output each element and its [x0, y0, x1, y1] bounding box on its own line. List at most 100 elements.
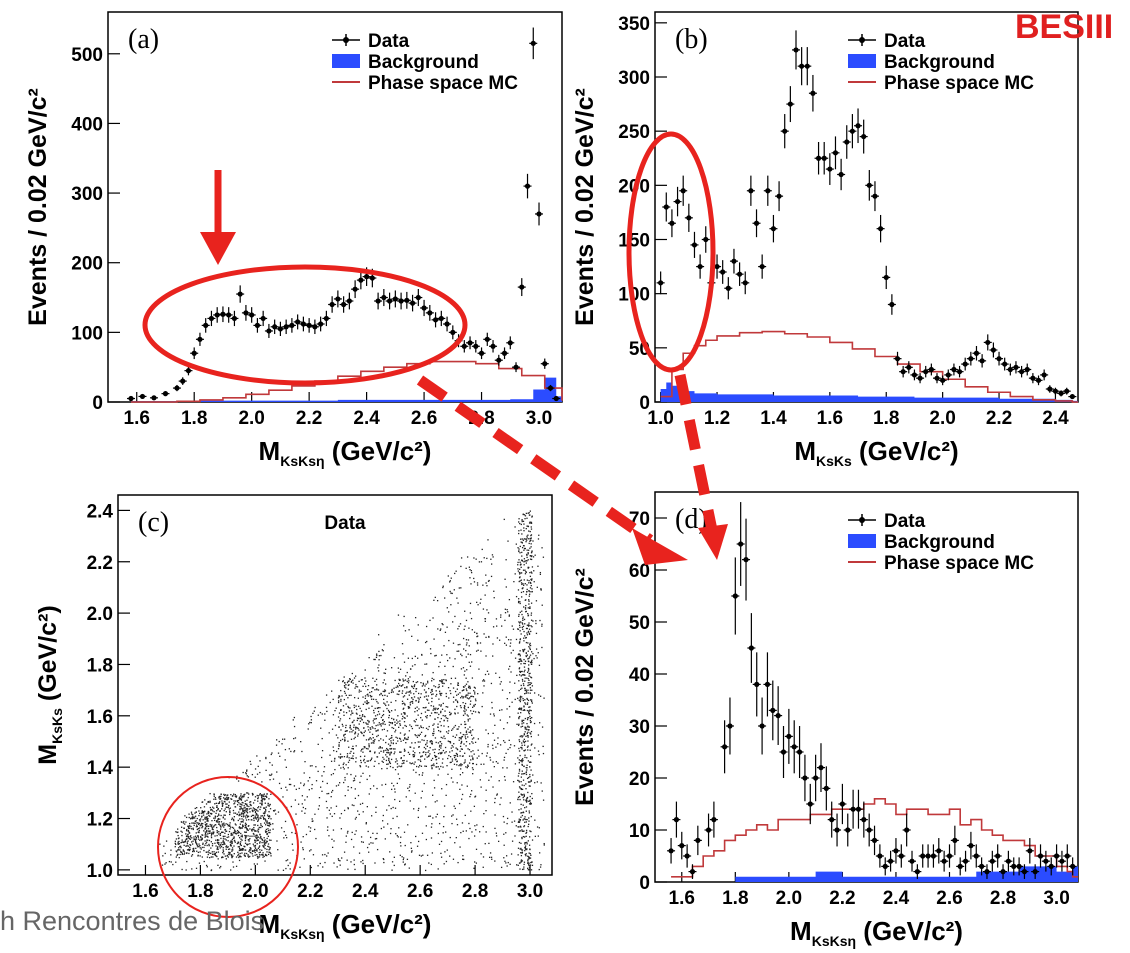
scatter-point — [385, 668, 387, 670]
data-point — [889, 301, 895, 308]
scatter-point — [184, 852, 186, 854]
scatter-point — [222, 841, 224, 843]
scatter-point — [482, 856, 485, 858]
scatter-point — [440, 710, 442, 713]
scatter-point — [285, 834, 287, 836]
scatter-point — [326, 793, 328, 795]
scatter-point — [486, 585, 488, 587]
scatter-point — [267, 845, 269, 847]
scatter-point — [172, 863, 174, 866]
scatter-point — [409, 800, 411, 802]
scatter-point — [438, 665, 440, 668]
scatter-point — [506, 722, 509, 724]
scatter-point — [522, 835, 525, 838]
scatter-point — [205, 841, 208, 843]
scatter-point — [191, 817, 193, 819]
scatter-point — [384, 723, 386, 726]
scatter-point — [526, 698, 529, 701]
legend-phase-space-label: Phase space MC — [884, 553, 1034, 574]
data-point — [957, 863, 963, 870]
scatter-point — [231, 826, 234, 829]
scatter-point — [541, 604, 543, 606]
data-point — [934, 375, 940, 381]
scatter-point — [396, 693, 398, 695]
scatter-point — [367, 726, 369, 728]
scatter-point — [524, 669, 526, 671]
scatter-point — [239, 813, 241, 816]
scatter-point — [224, 801, 226, 803]
scatter-point — [539, 866, 542, 868]
scatter-point — [434, 718, 436, 720]
scatter-point — [395, 758, 397, 760]
scatter-point — [525, 831, 528, 833]
scatter-point — [359, 707, 361, 710]
scatter-point — [526, 537, 528, 539]
scatter-point — [260, 796, 263, 798]
scatter-point — [204, 828, 206, 830]
scatter-point — [264, 842, 266, 844]
scatter-point — [384, 672, 386, 675]
scatter-point — [329, 754, 331, 756]
scatter-point — [458, 726, 460, 728]
scatter-point — [364, 755, 366, 757]
scatter-point — [486, 670, 489, 672]
scatter-point — [472, 742, 474, 744]
scatter-point — [372, 737, 374, 739]
scatter-point — [473, 737, 475, 739]
scatter-point — [505, 586, 507, 588]
scatter-point — [246, 829, 248, 831]
scatter-point — [237, 832, 239, 834]
scatter-point — [530, 555, 533, 558]
scatter-point — [256, 773, 259, 775]
scatter-point — [282, 738, 284, 740]
scatter-point — [328, 809, 331, 811]
scatter-point — [394, 679, 396, 682]
scatter-point — [473, 805, 476, 808]
scatter-point — [509, 642, 512, 644]
scatter-point — [302, 847, 304, 849]
scatter-point — [364, 669, 366, 671]
scatter-point — [404, 703, 406, 705]
scatter-point — [476, 757, 478, 759]
scatter-point — [475, 558, 477, 560]
scatter-point — [375, 698, 377, 701]
scatter-point — [529, 830, 531, 832]
scatter-point — [394, 761, 397, 763]
scatter-point — [180, 842, 182, 844]
scatter-point — [247, 815, 250, 817]
scatter-point — [498, 639, 501, 641]
scatter-point — [237, 830, 240, 833]
scatter-point — [449, 836, 451, 839]
scatter-point — [383, 861, 385, 864]
scatter-point — [244, 803, 246, 805]
scatter-point — [520, 675, 522, 677]
scatter-point — [465, 644, 468, 646]
scatter-point — [255, 836, 257, 838]
scatter-point — [358, 729, 360, 731]
scatter-point — [216, 821, 219, 823]
scatter-point — [214, 842, 216, 844]
scatter-point — [347, 808, 349, 810]
scatter-point — [252, 814, 255, 817]
scatter-point — [519, 638, 522, 640]
scatter-point — [347, 767, 349, 769]
scatter-point — [528, 656, 531, 658]
scatter-point — [490, 558, 492, 560]
scatter-point — [429, 815, 432, 817]
plot-frame — [654, 11, 1079, 403]
scatter-point — [524, 699, 526, 701]
scatter-point — [482, 692, 484, 694]
scatter-point — [428, 709, 430, 712]
scatter-point — [463, 705, 466, 707]
data-point — [813, 775, 819, 781]
scatter-point — [535, 655, 537, 657]
scatter-point — [265, 831, 267, 833]
scatter-point — [397, 614, 400, 616]
scatter-point — [246, 815, 249, 817]
scatter-point — [425, 751, 427, 754]
scatter-point — [464, 685, 466, 687]
scatter-point — [235, 824, 237, 826]
scatter-point — [530, 677, 533, 679]
scatter-point — [304, 808, 307, 810]
scatter-point — [282, 796, 284, 798]
